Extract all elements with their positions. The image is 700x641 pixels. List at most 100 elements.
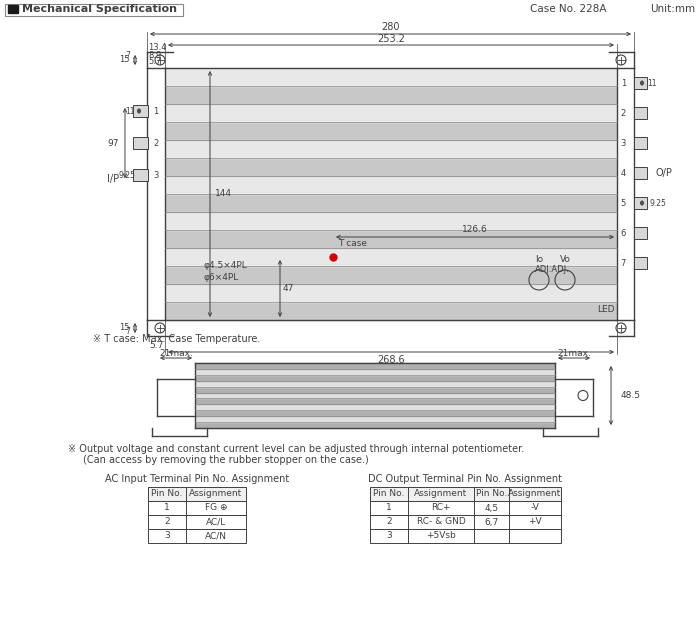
Text: RC+: RC+: [431, 503, 451, 513]
Text: 97: 97: [108, 138, 119, 147]
Bar: [166, 158, 616, 176]
Text: 2: 2: [621, 108, 626, 117]
Text: 7: 7: [621, 258, 626, 267]
Bar: [196, 422, 554, 428]
Bar: [133, 137, 148, 149]
Bar: [196, 369, 554, 375]
Bar: [166, 104, 616, 122]
Text: 280: 280: [382, 22, 400, 32]
Bar: [370, 487, 561, 501]
Text: 3: 3: [621, 138, 626, 147]
Text: 6,7: 6,7: [484, 517, 498, 526]
Text: 268.6: 268.6: [377, 355, 405, 365]
Text: 7: 7: [125, 51, 130, 60]
Text: +5Vsb: +5Vsb: [426, 531, 456, 540]
Bar: [166, 248, 616, 266]
Text: 9.25: 9.25: [118, 171, 135, 179]
Bar: [196, 399, 554, 404]
Bar: [634, 257, 647, 269]
Text: T case: T case: [338, 238, 367, 247]
Text: FG ⊕: FG ⊕: [204, 503, 228, 513]
Bar: [133, 169, 148, 181]
Bar: [148, 487, 246, 501]
Text: 21max.: 21max.: [557, 349, 591, 358]
Text: 5.7: 5.7: [149, 342, 163, 351]
Text: 8.9: 8.9: [148, 51, 161, 60]
Text: 11: 11: [647, 78, 657, 88]
Text: -V: -V: [531, 503, 540, 513]
Bar: [634, 227, 647, 239]
Bar: [196, 363, 554, 369]
Text: +V: +V: [528, 517, 542, 526]
Text: Io: Io: [535, 256, 543, 265]
Bar: [148, 529, 246, 543]
Text: 47: 47: [283, 284, 295, 293]
Bar: [166, 176, 616, 194]
Text: φ6×4PL: φ6×4PL: [203, 274, 238, 283]
Bar: [370, 515, 561, 529]
Text: 9.25: 9.25: [650, 199, 667, 208]
Bar: [196, 375, 554, 381]
Text: 15: 15: [120, 56, 130, 65]
Text: O/P: O/P: [656, 168, 673, 178]
Text: ADJ.ADJ.: ADJ.ADJ.: [535, 265, 569, 274]
Text: AC/L: AC/L: [206, 517, 226, 526]
Text: 1: 1: [153, 106, 159, 115]
Text: 3: 3: [153, 171, 159, 179]
Bar: [166, 86, 616, 104]
Bar: [166, 266, 616, 284]
Bar: [133, 105, 148, 117]
Text: 11: 11: [125, 106, 135, 115]
Text: 5.7: 5.7: [148, 58, 161, 67]
Bar: [634, 197, 647, 209]
Text: Pin No.: Pin No.: [151, 490, 183, 499]
Text: 21max.: 21max.: [159, 349, 193, 358]
Text: LED: LED: [597, 306, 615, 315]
Bar: [166, 68, 616, 86]
Bar: [148, 501, 246, 515]
Text: ※ T case: Max. Case Temperature.: ※ T case: Max. Case Temperature.: [93, 334, 260, 344]
Text: Pin No.: Pin No.: [373, 490, 405, 499]
Text: 1: 1: [386, 503, 392, 513]
Text: AC/N: AC/N: [205, 531, 227, 540]
Bar: [166, 302, 616, 320]
Text: AC Input Terminal Pin No. Assignment: AC Input Terminal Pin No. Assignment: [105, 474, 289, 484]
Text: 5: 5: [621, 199, 626, 208]
Text: 3: 3: [386, 531, 392, 540]
Text: 4: 4: [621, 169, 626, 178]
Text: 144: 144: [215, 190, 232, 199]
Bar: [634, 167, 647, 179]
Text: Assignment: Assignment: [414, 490, 468, 499]
Text: 15: 15: [120, 324, 130, 333]
Bar: [8, 5, 18, 13]
Bar: [196, 404, 554, 410]
Text: 2: 2: [153, 138, 159, 147]
Text: 4,5: 4,5: [484, 503, 498, 513]
Bar: [166, 212, 616, 230]
Bar: [196, 381, 554, 387]
Text: 48.5: 48.5: [621, 391, 641, 400]
Text: φ4.5×4PL: φ4.5×4PL: [203, 260, 246, 269]
Bar: [166, 194, 616, 212]
Bar: [196, 392, 554, 399]
Text: Pin No.: Pin No.: [476, 490, 508, 499]
Bar: [166, 230, 616, 248]
Text: 1: 1: [164, 503, 170, 513]
Bar: [634, 107, 647, 119]
Text: Unit:mm: Unit:mm: [650, 4, 695, 14]
Text: ※ Output voltage and constant current level can be adjusted through internal pot: ※ Output voltage and constant current le…: [68, 444, 524, 454]
Text: 2: 2: [386, 517, 392, 526]
Text: 7: 7: [125, 328, 130, 337]
Text: RC- & GND: RC- & GND: [416, 517, 466, 526]
Text: Assignment: Assignment: [508, 490, 561, 499]
Bar: [166, 284, 616, 302]
Bar: [196, 387, 554, 392]
Bar: [196, 410, 554, 416]
Text: 2: 2: [164, 517, 170, 526]
Bar: [634, 77, 647, 89]
Text: 126.6: 126.6: [462, 226, 488, 235]
Text: Mechanical Specification: Mechanical Specification: [22, 4, 177, 14]
Text: 3: 3: [164, 531, 170, 540]
Text: 1: 1: [621, 78, 626, 88]
Text: Case No. 228A: Case No. 228A: [530, 4, 606, 14]
